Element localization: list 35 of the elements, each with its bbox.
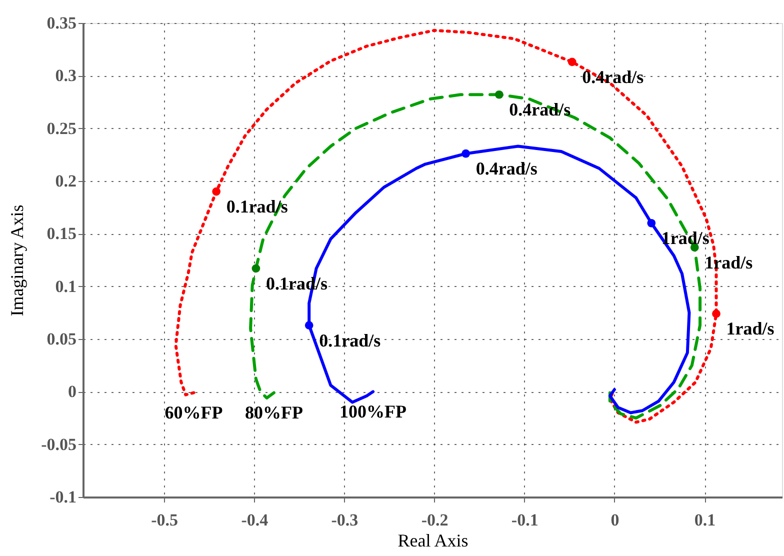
y-tick-label: 0.05 [46, 330, 76, 348]
annotation: 0.4rad/s [476, 158, 538, 179]
x-tick-label: 0 [610, 510, 620, 530]
y-tick-label: -0.05 [41, 434, 76, 454]
point [647, 218, 656, 228]
y-tick-label: 0 [68, 382, 76, 402]
y-tick-label: 0.15 [46, 224, 76, 244]
x-tick-label: -0.3 [331, 510, 358, 530]
point [712, 310, 720, 318]
annotation: 0.1rad/s [319, 330, 381, 350]
point [568, 58, 576, 66]
y-tick-label: 0.3 [55, 66, 76, 86]
annotation: 1rad/s [661, 228, 710, 248]
y-axis-title: Imaginary Axis [7, 204, 28, 316]
x-tick-label: 0.1 [694, 510, 716, 530]
y-tick-label: 0.25 [46, 118, 76, 138]
y-tick-label: 0.35 [46, 14, 76, 32]
y-tick-label: 0.2 [55, 172, 76, 190]
x-tick-label: -0.5 [151, 510, 178, 530]
annotation: 60%FP [164, 402, 223, 423]
annotation: 1rad/s [704, 252, 753, 272]
x-tick-label: -0.4 [241, 510, 269, 530]
point [462, 149, 470, 158]
point [494, 90, 504, 99]
x-tick-label: -0.2 [421, 510, 448, 530]
x-axis-title: Real Axis [398, 530, 468, 550]
point [304, 321, 314, 330]
point [212, 187, 220, 196]
y-tick-label: -0.1 [50, 488, 76, 506]
point [252, 264, 260, 273]
annotation: 100%FP [340, 402, 407, 422]
annotation: 1rad/s [726, 318, 774, 339]
y-tick-label: 0.1 [55, 276, 76, 296]
annotation: 80%FP [244, 402, 303, 423]
x-tick-label: -0.1 [511, 510, 538, 530]
